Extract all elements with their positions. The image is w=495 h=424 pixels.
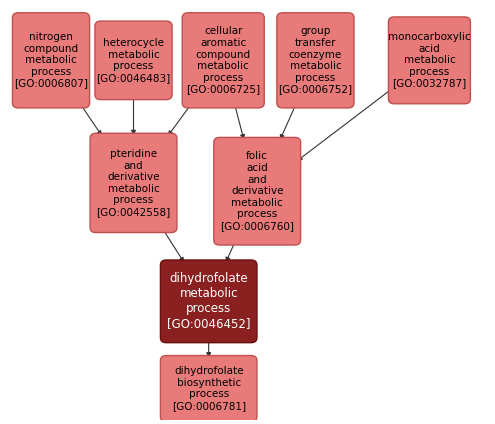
- FancyBboxPatch shape: [12, 13, 90, 108]
- FancyBboxPatch shape: [277, 13, 354, 108]
- Text: monocarboxylic
acid
metabolic
process
[GO:0032787]: monocarboxylic acid metabolic process [G…: [388, 32, 471, 89]
- Text: heterocycle
metabolic
process
[GO:0046483]: heterocycle metabolic process [GO:004648…: [97, 38, 171, 83]
- FancyBboxPatch shape: [214, 137, 300, 245]
- FancyBboxPatch shape: [160, 260, 257, 343]
- Text: folic
acid
and
derivative
metabolic
process
[GO:0006760]: folic acid and derivative metabolic proc…: [220, 151, 294, 231]
- FancyBboxPatch shape: [389, 17, 470, 104]
- Text: pteridine
and
derivative
metabolic
process
[GO:0042558]: pteridine and derivative metabolic proce…: [97, 149, 171, 217]
- Text: nitrogen
compound
metabolic
process
[GO:0006807]: nitrogen compound metabolic process [GO:…: [14, 32, 88, 89]
- Text: cellular
aromatic
compound
metabolic
process
[GO:0006725]: cellular aromatic compound metabolic pro…: [186, 26, 260, 94]
- Text: dihydrofolate
metabolic
process
[GO:0046452]: dihydrofolate metabolic process [GO:0046…: [167, 272, 250, 330]
- FancyBboxPatch shape: [182, 13, 264, 108]
- Text: group
transfer
coenzyme
metabolic
process
[GO:0006752]: group transfer coenzyme metabolic proces…: [278, 26, 352, 94]
- FancyBboxPatch shape: [160, 356, 257, 421]
- Text: dihydrofolate
biosynthetic
process
[GO:0006781]: dihydrofolate biosynthetic process [GO:0…: [172, 366, 246, 411]
- FancyBboxPatch shape: [95, 21, 172, 100]
- FancyBboxPatch shape: [90, 133, 177, 233]
